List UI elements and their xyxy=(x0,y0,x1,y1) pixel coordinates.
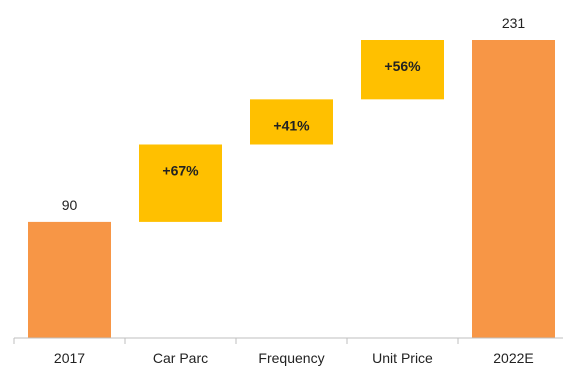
bar-frequency xyxy=(250,99,333,145)
tick-label-unit-price: Unit Price xyxy=(372,350,433,366)
delta-label-frequency: +41% xyxy=(273,117,310,133)
tick-label-frequency: Frequency xyxy=(258,350,324,366)
value-label-2017: 90 xyxy=(62,197,78,213)
bar-2017 xyxy=(28,221,111,338)
bar-car-parc xyxy=(139,144,222,222)
bar-2022e xyxy=(472,40,555,338)
tick-label-2022e: 2022E xyxy=(493,350,533,366)
bar-unit-price xyxy=(361,40,444,100)
delta-label-car-parc: +67% xyxy=(162,162,199,178)
value-label-2022e: 231 xyxy=(502,15,526,31)
tick-label-car-parc: Car Parc xyxy=(153,350,208,366)
delta-label-unit-price: +56% xyxy=(384,58,421,74)
tick-label-2017: 2017 xyxy=(54,350,85,366)
bars-layer xyxy=(28,40,555,338)
labels-layer: 90 +67% +41% +56% 231 xyxy=(62,15,526,213)
x-axis: 2017 Car Parc Frequency Unit Price 2022E xyxy=(13,337,563,366)
